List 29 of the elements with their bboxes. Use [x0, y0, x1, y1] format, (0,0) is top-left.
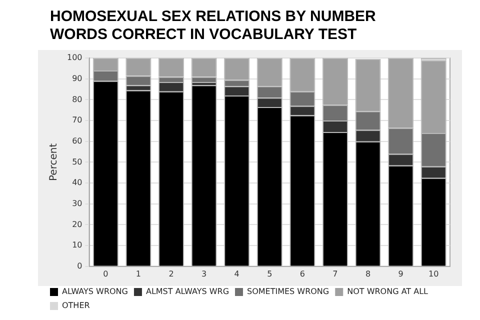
y-tick-label: 30 [72, 198, 82, 208]
x-tick-label: 6 [300, 269, 305, 278]
y-tick-label: 80 [72, 94, 82, 104]
y-tick-label: 60 [72, 136, 82, 146]
x-tick-label: 1 [136, 269, 142, 278]
x-tick-label: 4 [234, 269, 240, 278]
y-tick-label: 70 [72, 116, 82, 125]
y-tick-label: 90 [72, 74, 82, 83]
x-tick-label: 8 [365, 269, 371, 278]
y-tick-label: 10 [72, 240, 82, 250]
legend-label: ALMST ALWAYS WRG [146, 287, 230, 296]
x-tick-label: 3 [202, 269, 207, 278]
legend-label: ALWAYS WRONG [62, 287, 128, 296]
y-axis-title: Percent [48, 143, 60, 182]
chart-title: HOMOSEXUAL SEX RELATIONS BY NUMBER WORDS CORRECT IN VOCABULARY TEST [50, 8, 377, 44]
legend-label: NOT WRONG AT ALL [347, 287, 429, 296]
y-tick-label: 20 [72, 220, 82, 229]
y-tick-label: 40 [72, 178, 82, 188]
x-tick-label: 7 [332, 269, 338, 278]
x-tick-label: 5 [267, 269, 272, 278]
x-tick-label: 10 [428, 269, 439, 278]
x-tick-label: 0 [103, 269, 108, 278]
legend-label: OTHER [62, 301, 90, 310]
x-tick-label: 9 [398, 269, 404, 278]
y-tick-label: 0 [77, 261, 82, 270]
y-tick-label: 50 [72, 157, 82, 166]
y-tick-label: 100 [66, 53, 82, 62]
legend-label: SOMETIMES WRONG [247, 287, 330, 296]
x-tick-label: 2 [168, 269, 174, 278]
